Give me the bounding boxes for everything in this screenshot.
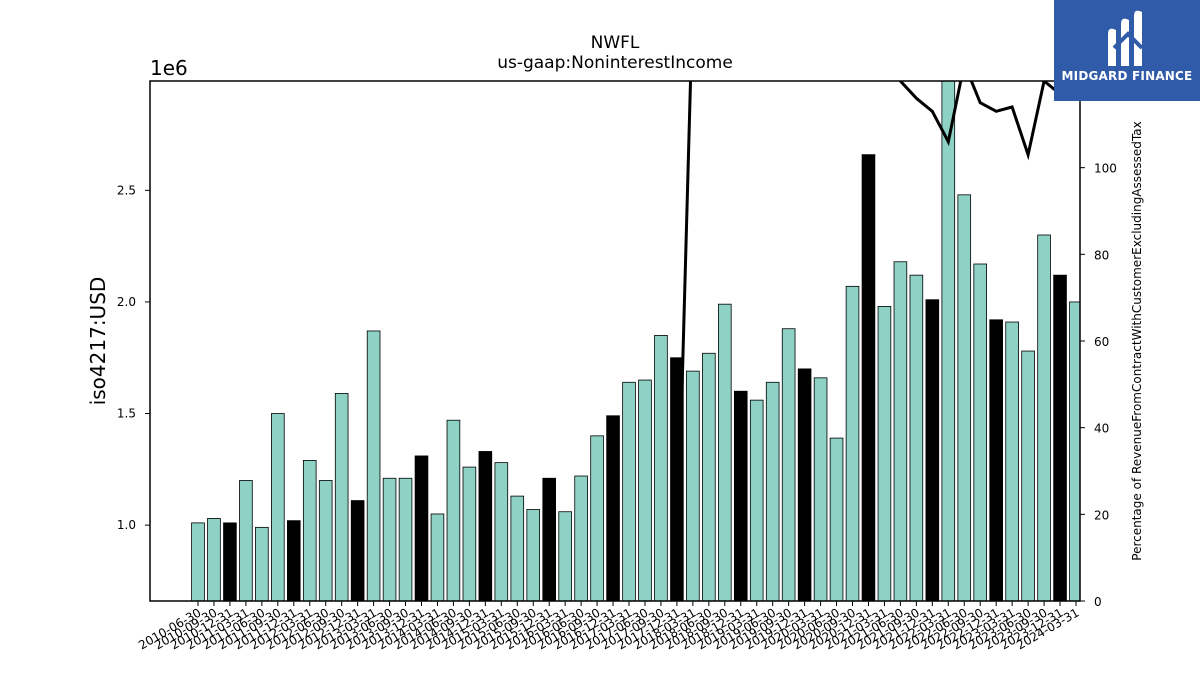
y2-ticks: 0 20 40 60 80 100 xyxy=(1080,162,1117,609)
bar-2011-09-30 xyxy=(271,413,285,601)
midgard-finance-logo: MIDGARD FINANCE xyxy=(1054,0,1200,101)
bar-2014-06-30 xyxy=(446,419,461,601)
bar-2017-03-31 xyxy=(622,381,636,601)
bar-2011-03-31 xyxy=(239,480,253,601)
bar-2022-12-31 xyxy=(989,319,1003,601)
bar-2023-09-30 xyxy=(1037,234,1051,601)
bar-2012-12-31 xyxy=(350,500,365,601)
bar-2019-03-31 xyxy=(749,399,764,601)
bar-2018-12-31 xyxy=(733,390,748,601)
y-axis-label: iso4217:USD xyxy=(86,277,110,406)
y-ticks: 1.0 1.5 2.0 2.5 xyxy=(117,183,150,532)
bar-2012-06-30 xyxy=(318,480,333,601)
y-tick-label: 1.5 xyxy=(117,407,136,421)
bar-2022-06-30 xyxy=(957,194,972,601)
y2-tick-label: 40 xyxy=(1094,422,1109,436)
bar-2021-06-30 xyxy=(893,261,908,601)
bar-2015-09-30 xyxy=(526,509,541,601)
bar-2013-03-31 xyxy=(366,330,381,601)
bar-2020-06-30 xyxy=(829,437,844,601)
bar-2023-06-30 xyxy=(1021,350,1035,601)
bar-2018-03-31 xyxy=(686,370,700,601)
bar-2016-03-31 xyxy=(558,511,572,601)
y2-tick-label: 0 xyxy=(1094,595,1102,609)
bar-2018-09-30 xyxy=(718,303,732,601)
bar-2015-06-30 xyxy=(510,495,525,601)
bar-2022-09-30 xyxy=(973,263,988,601)
bar-2013-09-30 xyxy=(398,477,413,601)
line-group xyxy=(675,81,1076,576)
bar-2010-06-30 xyxy=(191,522,205,601)
bar-2013-12-31 xyxy=(414,455,429,601)
bar-2011-06-30 xyxy=(255,526,269,601)
y-tick-label: 2.5 xyxy=(117,183,136,197)
bar-2023-12-31 xyxy=(1053,274,1067,601)
x-ticks: 2010-06-302010-09-302010-12-312011-03-31… xyxy=(136,601,1082,652)
bar-2021-12-31 xyxy=(925,299,940,601)
bar-2012-03-31 xyxy=(302,459,317,601)
bar-2020-03-31 xyxy=(813,377,828,601)
bar-2018-06-30 xyxy=(702,352,716,601)
plot-frame xyxy=(149,80,1081,602)
bars-group xyxy=(191,81,1080,601)
bar-2014-12-31 xyxy=(478,451,493,601)
y2-axis-label: Percentage of RevenueFromContractWithCus… xyxy=(1130,121,1144,560)
chart-title: NWFL xyxy=(591,33,640,53)
bar-2019-12-31 xyxy=(797,368,812,601)
bar-2010-12-31 xyxy=(223,522,237,601)
bar-2012-09-30 xyxy=(334,393,349,601)
chart-subtitle: us-gaap:NoninterestIncome xyxy=(497,53,733,73)
y-offset-label: 1e6 xyxy=(150,56,188,80)
line-series xyxy=(675,81,1076,576)
bar-2019-09-30 xyxy=(781,328,796,601)
y2-tick-label: 20 xyxy=(1094,508,1109,522)
bar-2016-09-30 xyxy=(590,435,604,601)
bar-2022-03-31 xyxy=(941,81,956,601)
bar-2024-03-31 xyxy=(1069,301,1080,601)
y2-tick-label: 100 xyxy=(1094,162,1117,176)
bar-2015-12-31 xyxy=(542,477,556,601)
y-tick-label: 1.0 xyxy=(117,518,136,532)
bar-2017-06-30 xyxy=(638,379,652,601)
bar-2019-06-30 xyxy=(765,381,780,601)
bar-2014-03-31 xyxy=(430,513,445,601)
bar-2017-09-30 xyxy=(654,335,668,601)
bar-2021-03-31 xyxy=(877,306,892,601)
bar-2014-09-30 xyxy=(462,466,477,601)
y-tick-label: 2.0 xyxy=(117,295,136,309)
bar-2016-12-31 xyxy=(606,415,620,601)
bar-2020-09-30 xyxy=(845,285,860,601)
bar-2013-06-30 xyxy=(382,477,397,601)
bar-2010-09-30 xyxy=(207,518,221,601)
bar-2020-12-31 xyxy=(861,154,876,601)
y2-tick-label: 80 xyxy=(1094,248,1109,262)
midgard-m-logo-icon xyxy=(1108,10,1144,67)
y2-tick-label: 60 xyxy=(1094,335,1109,349)
bar-2016-06-30 xyxy=(574,475,588,601)
bar-2021-09-30 xyxy=(909,274,924,601)
bar-2015-03-31 xyxy=(494,462,509,601)
bar-2023-03-31 xyxy=(1005,321,1019,601)
logo-text: MIDGARD FINANCE xyxy=(1061,69,1193,83)
bar-2011-12-31 xyxy=(286,520,301,601)
